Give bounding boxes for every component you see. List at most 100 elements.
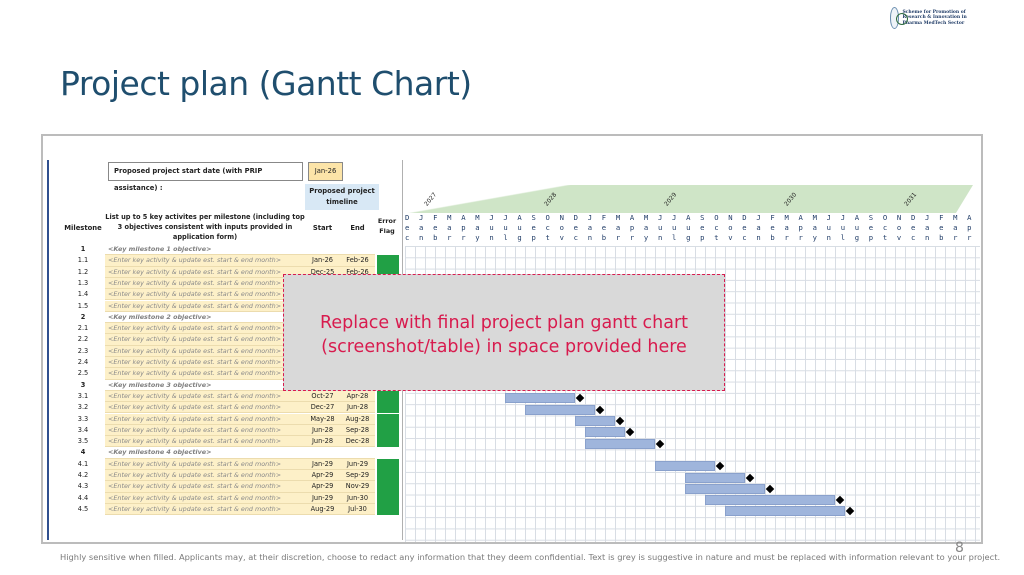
activity-cell[interactable]: <Enter key activity & update est. start … (105, 289, 305, 301)
activity-cell[interactable]: <Enter key activity & update est. start … (105, 345, 305, 357)
milestone-id: 2.5 (77, 369, 89, 378)
milestone-diamond-icon (715, 461, 725, 471)
timeline-header-band (405, 185, 973, 213)
milestone-id: 2 (80, 312, 86, 321)
milestone-diamond-icon (765, 484, 775, 494)
col-end: End (350, 224, 365, 232)
activity-cell[interactable]: <Enter key activity & update est. start … (105, 458, 305, 470)
milestone-id: 1.2 (77, 267, 89, 276)
end-date-cell[interactable] (340, 244, 375, 256)
end-date-cell[interactable]: Feb-26 (340, 255, 375, 267)
activity-cell[interactable]: <Enter key activity & update est. start … (105, 266, 305, 278)
gantt-bar (655, 461, 715, 472)
month-row: D J F M A M J J A S O N D J F M A M J J … (405, 213, 975, 222)
activity-cell[interactable]: <Enter key activity & update est. start … (105, 300, 305, 312)
milestone-diamond-icon (835, 495, 845, 505)
start-date-cell[interactable]: Aug-29 (305, 503, 340, 516)
error-flag-cell (377, 402, 399, 414)
activity-cell[interactable]: <Enter key activity & update est. start … (105, 402, 305, 414)
milestone-objective[interactable]: <Key milestone 2 objective> (105, 311, 305, 324)
error-flag-cell (377, 266, 399, 278)
milestone-id: 4.1 (77, 459, 89, 468)
page-number: 8 (955, 540, 964, 556)
end-date-cell[interactable]: Sep-28 (340, 424, 375, 437)
activity-cell[interactable]: <Enter key activity & update est. start … (105, 255, 305, 267)
milestone-id: 1 (80, 245, 86, 253)
start-date-cell[interactable] (305, 447, 340, 459)
milestone-id: 2.4 (77, 358, 89, 366)
activity-cell[interactable]: <Enter key activity & update est. start … (105, 503, 305, 516)
activity-cell[interactable]: <Enter key activity & update est. start … (105, 481, 305, 493)
start-date-cell[interactable]: Jun-28 (305, 424, 340, 437)
milestone-id: 1.3 (77, 278, 89, 287)
start-date-cell[interactable]: Jun-29 (305, 492, 340, 504)
placeholder-line-1: Replace with final project plan gantt ch… (319, 313, 689, 333)
milestone-id: 3.2 (77, 403, 89, 412)
activity-cell[interactable]: <Enter key activity & update est. start … (105, 334, 305, 346)
end-date-cell[interactable]: Jun-28 (340, 402, 375, 414)
month-labels: D J F M A M J J A S O N D J F M A M J J … (405, 213, 981, 243)
placeholder-box: Replace with final project plan gantt ch… (283, 274, 725, 391)
error-flag-cell (377, 458, 399, 470)
start-date-cell[interactable]: May-28 (305, 413, 340, 425)
milestone-objective[interactable]: <Key milestone 4 objective> (105, 447, 305, 459)
milestone-diamond-icon (615, 416, 625, 426)
activity-cell[interactable]: <Enter key activity & update est. start … (105, 413, 305, 425)
start-date-cell[interactable]: Jun-28 (305, 436, 340, 448)
col-start: Start (312, 224, 333, 232)
footer-disclaimer: Highly sensitive when filled. Applicants… (60, 552, 1001, 562)
placeholder-line-2: (screenshot/table) in space provided her… (321, 337, 687, 357)
end-date-cell[interactable]: Nov-29 (340, 481, 375, 493)
activity-cell[interactable]: <Enter key activity & update est. start … (105, 357, 305, 369)
activity-cell[interactable]: <Enter key activity & update est. start … (105, 323, 305, 335)
milestone-diamond-icon (625, 428, 635, 437)
col-activities: List up to 5 key activites per milestone… (105, 213, 305, 241)
start-date-cell[interactable]: Apr-29 (305, 481, 340, 493)
activity-cell[interactable]: <Enter key activity & update est. start … (105, 424, 305, 437)
end-date-cell[interactable]: Jul-30 (340, 503, 375, 516)
milestone-id: 2.3 (77, 346, 89, 355)
gantt-bar (725, 506, 845, 517)
start-date-label: Proposed project start date (with PRIP a… (108, 162, 303, 192)
activity-cell[interactable]: <Enter key activity & update est. start … (105, 492, 305, 504)
milestone-id: 4.3 (77, 482, 89, 491)
start-date-cell[interactable]: Jan-29 (305, 458, 340, 470)
end-date-cell[interactable]: Aug-28 (340, 413, 375, 425)
activity-cell[interactable]: <Enter key activity & update est. start … (105, 368, 305, 380)
milestone-diamond-icon (655, 439, 665, 448)
activity-cell[interactable]: <Enter key activity & update est. start … (105, 436, 305, 448)
timeline-header: Proposed project timeline (305, 184, 379, 210)
activity-cell[interactable]: <Enter key activity & update est. start … (105, 390, 305, 403)
end-date-cell[interactable]: Jun-29 (340, 458, 375, 470)
milestone-id: 3.3 (77, 414, 89, 423)
prip-logo: Scheme for Promotion of Research & Innov… (890, 5, 974, 31)
end-date-cell[interactable]: Sep-29 (340, 470, 375, 482)
start-date-cell[interactable]: Jan-26 (305, 255, 340, 267)
error-flag-cell (377, 481, 399, 493)
end-date-cell[interactable]: Dec-28 (340, 436, 375, 448)
error-flag-cell (377, 447, 399, 459)
col-milestone: Milestone (64, 224, 102, 232)
milestone-diamond-icon (575, 394, 585, 403)
gantt-screenshot-frame: Proposed project start date (with PRIP a… (41, 134, 983, 544)
activity-cell[interactable]: <Enter key activity & update est. start … (105, 277, 305, 290)
end-date-cell[interactable] (340, 447, 375, 459)
start-date-cell[interactable]: Dec-27 (305, 402, 340, 414)
start-date-cell[interactable]: Oct-27 (305, 390, 340, 403)
start-date-cell[interactable] (305, 244, 340, 256)
gantt-bar (575, 416, 615, 426)
error-flag-cell (377, 436, 399, 448)
milestone-id: 4.5 (77, 504, 89, 513)
milestone-objective[interactable]: <Key milestone 3 objective> (105, 379, 305, 391)
end-date-cell[interactable]: Apr-28 (340, 390, 375, 403)
milestone-id: 2.2 (77, 335, 89, 344)
milestone-id: 3.1 (77, 391, 89, 400)
error-flag-cell (377, 503, 399, 516)
milestone-diamond-icon (745, 473, 755, 482)
milestone-objective[interactable]: <Key milestone 1 objective> (105, 244, 305, 256)
end-date-cell[interactable]: Jun-30 (340, 492, 375, 504)
activity-cell[interactable]: <Enter key activity & update est. start … (105, 470, 305, 482)
start-date-cell[interactable]: Apr-29 (305, 470, 340, 482)
gantt-bar (585, 427, 625, 438)
milestone-id: 4 (80, 448, 86, 457)
